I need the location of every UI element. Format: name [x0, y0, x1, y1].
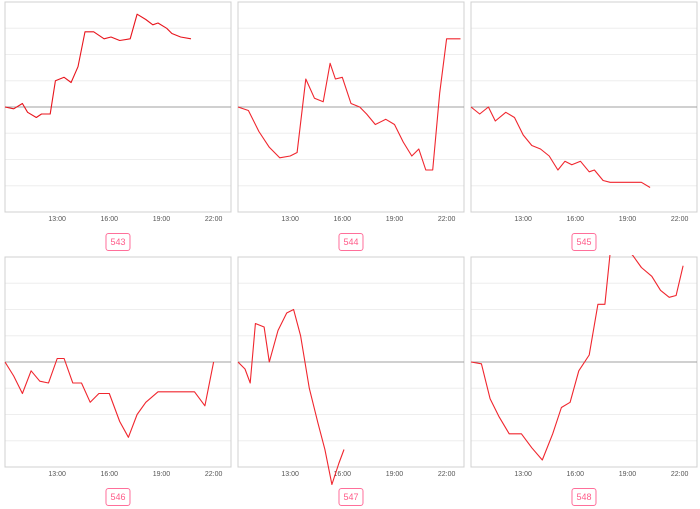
- chart-544-svg: 13:00 16:00 19:00 22:00: [237, 1, 465, 223]
- x-tick-label: 16:00: [334, 216, 352, 223]
- x-tick-label: 16:00: [101, 471, 119, 478]
- chart-panel-544: 13:00 16:00 19:00 22:00 544: [235, 0, 467, 254]
- chart-548-svg: 13:00 16:00 19:00 22:00: [470, 255, 698, 478]
- x-tick-label: 13:00: [514, 471, 532, 478]
- x-tick-label: 13:00: [281, 216, 299, 223]
- chart-543-svg: 13:00 16:00 19:00 22:00: [4, 1, 232, 223]
- x-tick-label: 19:00: [153, 471, 171, 478]
- series-line: [470, 106, 651, 188]
- x-tick-label: 16:00: [334, 471, 352, 478]
- x-tick-label: 19:00: [386, 216, 404, 223]
- chart-id-badge-544[interactable]: 544: [338, 233, 364, 251]
- x-tick-label: 22:00: [671, 471, 689, 478]
- x-tick-label: 19:00: [619, 216, 637, 223]
- x-tick-label: 16:00: [567, 471, 585, 478]
- chart-panel-545: 13:00 16:00 19:00 22:00 545: [468, 0, 700, 254]
- chart-panel-543: 13:00 16:00 19:00 22:00 543: [2, 0, 234, 254]
- x-tick-label: 19:00: [386, 471, 404, 478]
- x-tick-label: 19:00: [619, 471, 637, 478]
- chart-546-svg: 13:00 16:00 19:00 22:00: [4, 256, 232, 478]
- chart-id-badge-543[interactable]: 543: [105, 233, 131, 251]
- x-tick-label: 13:00: [281, 471, 299, 478]
- x-tick-label: 22:00: [205, 471, 223, 478]
- x-tick-label: 22:00: [438, 471, 456, 478]
- chart-545-svg: 13:00 16:00 19:00 22:00: [470, 1, 698, 223]
- x-tick-label: 13:00: [48, 216, 66, 223]
- series-line: [4, 13, 192, 119]
- chart-panel-547: 13:00 16:00 19:00 22:00 547: [235, 255, 467, 509]
- chart-panel-548: 13:00 16:00 19:00 22:00 548: [468, 255, 700, 509]
- chart-id-badge-545[interactable]: 545: [571, 233, 597, 251]
- series-line: [4, 357, 215, 438]
- x-tick-label: 22:00: [671, 216, 689, 223]
- chart-id-badge-548[interactable]: 548: [571, 488, 597, 506]
- x-tick-label: 16:00: [101, 216, 119, 223]
- x-tick-label: 13:00: [514, 216, 532, 223]
- x-tick-label: 19:00: [153, 216, 171, 223]
- x-tick-label: 22:00: [438, 216, 456, 223]
- chart-id-badge-547[interactable]: 547: [338, 488, 364, 506]
- series-line: [470, 255, 684, 461]
- x-tick-label: 13:00: [48, 471, 66, 478]
- chart-id-badge-546[interactable]: 546: [105, 488, 131, 506]
- x-tick-label: 22:00: [205, 216, 223, 223]
- series-line: [237, 38, 461, 171]
- x-tick-label: 16:00: [567, 216, 585, 223]
- chart-panel-546: 13:00 16:00 19:00 22:00 546: [2, 255, 234, 509]
- series-line: [237, 308, 345, 486]
- chart-547-svg: 13:00 16:00 19:00 22:00: [237, 256, 465, 486]
